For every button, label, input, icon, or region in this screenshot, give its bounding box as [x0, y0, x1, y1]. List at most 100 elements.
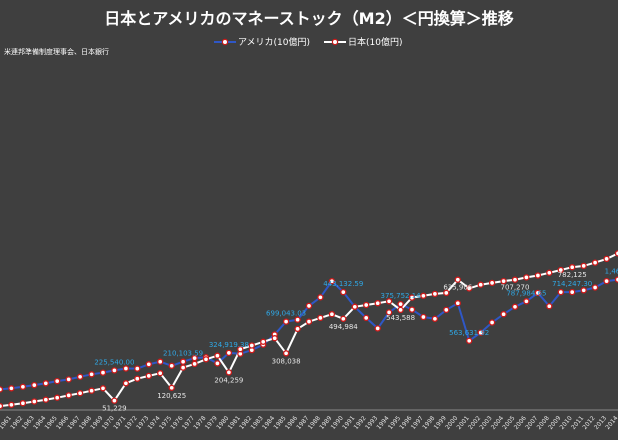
data-label-jp-2000: 635,906: [443, 284, 472, 292]
data-label-us-2010: 714,247.30: [552, 280, 592, 288]
point-jp-1985: [282, 350, 290, 357]
point-jp-1989: [328, 311, 336, 318]
data-label-jp-1990: 494,984: [329, 323, 358, 331]
data-label-us-1990: 443,132.59: [323, 280, 363, 288]
point-jp-1976: [179, 364, 187, 371]
point-jp-1984: [271, 335, 278, 342]
legend-us-label: アメリカ(10億円): [238, 36, 310, 48]
data-label-jp-1970: 51,229: [102, 405, 127, 413]
legend-jp-marker: [331, 38, 339, 46]
point-us-1975: [168, 362, 175, 369]
data-label-jp-1995: 543,588: [386, 314, 415, 322]
point-jp-2001: [466, 285, 473, 292]
point-us-2012: [591, 284, 599, 291]
legend-us-marker: [221, 38, 229, 46]
point-jp-1979: [214, 352, 221, 359]
point-us-1977: [191, 354, 198, 362]
point-jp-2005: [511, 276, 519, 283]
point-jp-1992: [363, 301, 370, 309]
point-us-1994: [385, 309, 393, 316]
point-us-1997: [420, 313, 427, 321]
point-us-2003: [488, 319, 496, 326]
point-jp-1966: [65, 392, 72, 399]
data-label-us-1985: 699,043.03: [266, 310, 306, 318]
point-us-1967: [76, 373, 84, 380]
point-us-1961: [8, 385, 15, 392]
point-us-1972: [134, 365, 141, 372]
data-label-jp-1985: 308,038: [272, 357, 301, 365]
point-us-2011: [580, 287, 587, 294]
data-label-us-2001: 563,631.92: [449, 329, 489, 337]
point-us-1971: [122, 365, 130, 372]
point-jp-1999: [443, 289, 450, 297]
data-label-us-1980: 324,919.38: [209, 341, 249, 349]
point-jp-2003: [488, 279, 496, 287]
legend: アメリカ(10億円) 日本(10億円): [214, 36, 402, 48]
point-jp-1982: [248, 342, 255, 349]
data-label-us-1995: 375,752.14: [381, 292, 422, 300]
point-us-1966: [65, 376, 72, 383]
point-us-1965: [54, 377, 61, 385]
point-us-1963: [31, 381, 38, 389]
point-us-1993: [374, 325, 381, 332]
point-us-1970: [111, 367, 118, 374]
point-us-1962: [19, 383, 27, 390]
point-us-1990: [340, 288, 347, 296]
point-jp-2009: [557, 266, 564, 274]
point-jp-1991: [351, 303, 358, 310]
x-tick-2014: 2014: [604, 415, 618, 431]
point-us-1974: [157, 358, 164, 365]
point-jp-1998: [431, 290, 439, 298]
point-jp-1997: [420, 292, 427, 299]
point-us-2000: [454, 300, 461, 307]
legend-jp-label: 日本(10億円): [348, 36, 402, 48]
point-jp-1981: [237, 346, 244, 353]
point-jp-1969: [99, 385, 107, 392]
point-us-1988: [317, 294, 324, 301]
point-jp-1962: [19, 400, 27, 407]
point-us-2002: [477, 329, 484, 336]
point-us-1992: [363, 314, 370, 322]
point-us-2001: [466, 337, 473, 344]
data-label-us-2014: 1,462,1: [605, 268, 618, 276]
point-us-1995: [397, 300, 404, 308]
point-jp-1996: [408, 294, 416, 301]
point-us-1960: [0, 386, 4, 393]
point-jp-1960: [0, 402, 4, 410]
chart-title: 日本とアメリカのマネーストック（M2）＜円換算＞推移: [104, 9, 513, 28]
point-jp-1980: [225, 369, 233, 376]
data-label-us-1976: 210,103.59: [163, 350, 203, 358]
data-label-us-2006: 787,984.65: [506, 289, 546, 297]
point-jp-2014: [614, 250, 618, 257]
marker-layer: [0, 250, 618, 410]
point-jp-1973: [145, 372, 152, 380]
point-jp-1990: [340, 315, 347, 322]
data-label-jp-2005: 707,270: [501, 284, 530, 292]
point-jp-2000: [454, 276, 461, 283]
point-jp-1975: [168, 384, 175, 391]
point-jp-1971: [122, 380, 130, 387]
point-jp-1994: [385, 298, 393, 305]
point-jp-1988: [317, 314, 324, 322]
point-jp-2007: [534, 272, 542, 279]
point-jp-1972: [134, 375, 141, 382]
point-jp-1964: [42, 396, 49, 403]
point-us-2014: [614, 276, 618, 283]
point-jp-1977: [191, 360, 198, 368]
point-jp-1967: [76, 390, 84, 397]
point-jp-1983: [260, 338, 267, 345]
point-us-1985: [282, 318, 290, 325]
chart-source: 米連邦準備制度理事会、日本銀行: [4, 47, 109, 56]
point-jp-2013: [603, 255, 610, 263]
point-jp-1970: [111, 397, 118, 404]
point-jp-1978: [202, 356, 210, 363]
point-us-1968: [88, 371, 95, 378]
data-label-jp-1975: 120,625: [157, 392, 186, 400]
data-label-jp-1980: 204,259: [214, 376, 243, 384]
point-us-1973: [145, 361, 152, 368]
point-jp-1986: [294, 325, 301, 333]
point-jp-2012: [591, 259, 599, 266]
point-us-2007: [534, 289, 542, 297]
